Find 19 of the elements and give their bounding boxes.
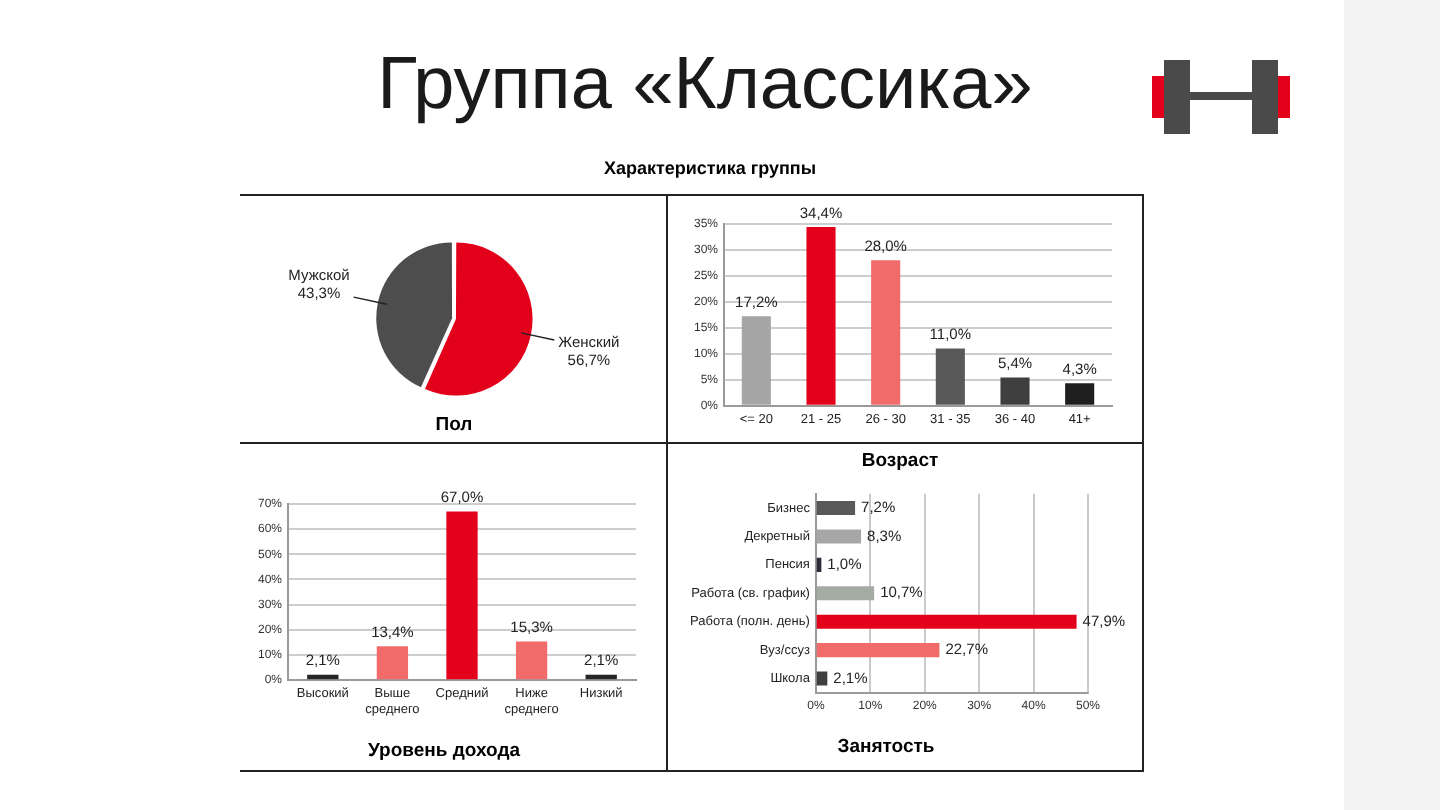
text: Пол	[435, 413, 473, 436]
bar	[806, 227, 836, 405]
bar	[871, 260, 901, 405]
bar	[1065, 383, 1095, 405]
bar	[816, 586, 875, 601]
bar	[1000, 377, 1030, 405]
text: Характеристика группы	[601, 158, 819, 180]
bar	[816, 643, 940, 658]
text: Занятость	[837, 735, 935, 758]
bar	[515, 641, 548, 680]
bar	[935, 348, 965, 405]
text: Уровень дохода	[367, 739, 522, 762]
bar	[376, 646, 409, 680]
text: Группа «Классика»	[375, 42, 1035, 126]
bar	[816, 671, 828, 686]
bar	[446, 511, 478, 680]
bar	[816, 614, 1077, 629]
text: Возраст	[861, 449, 939, 472]
bar	[816, 500, 856, 516]
